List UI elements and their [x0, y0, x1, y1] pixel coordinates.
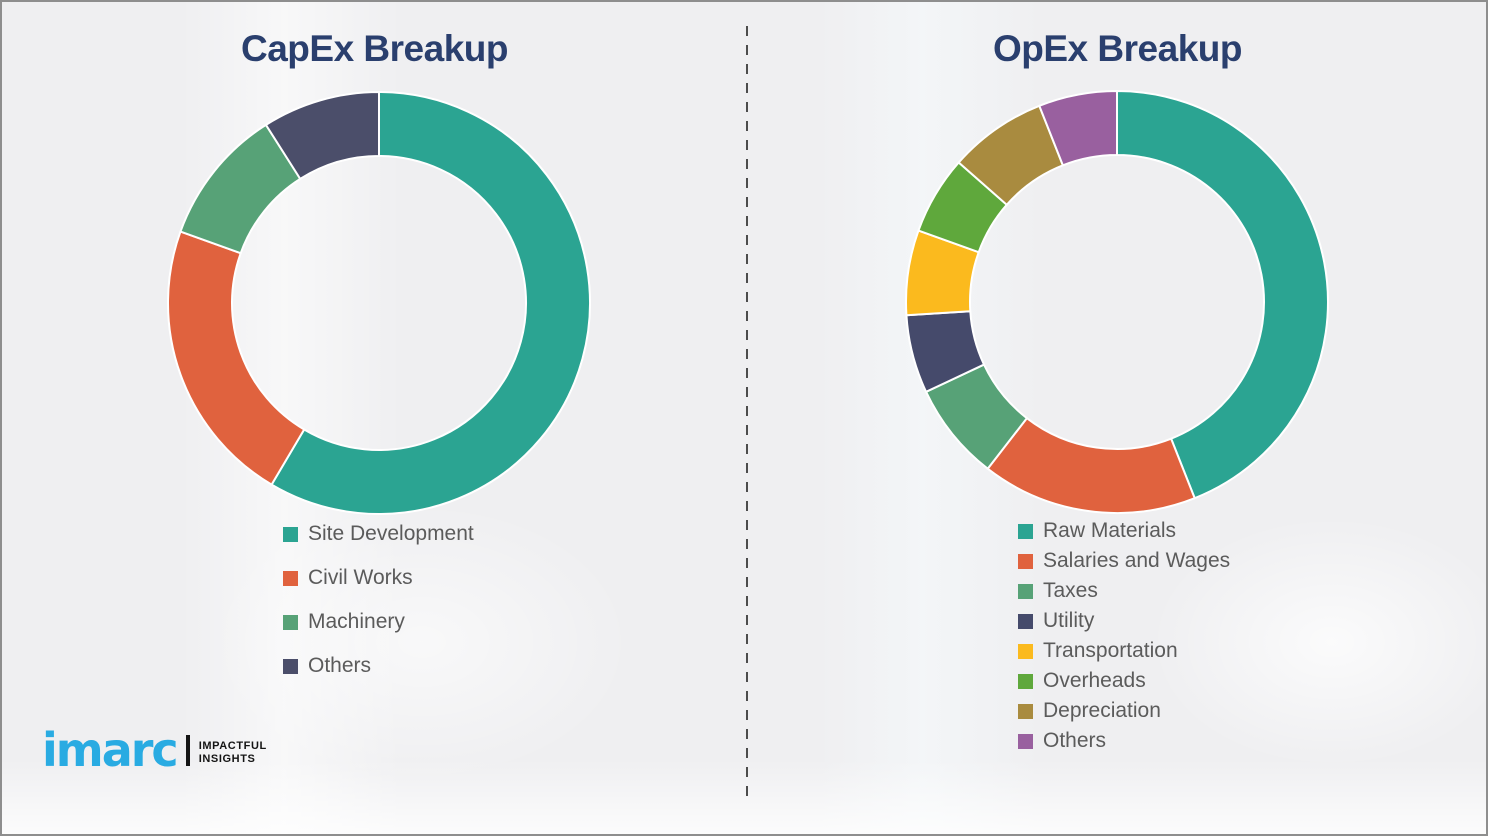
capex-chart-title: CapEx Breakup [241, 28, 509, 69]
capex-legend: Site Development Civil Works Machinery Othe… [283, 512, 474, 688]
legend-item-overheads: Overheads [1018, 666, 1230, 696]
legend-item-site-development: Site Development [283, 512, 474, 556]
legend-label: Overheads [1043, 669, 1146, 692]
legend-item-raw-materials: Raw Materials [1018, 516, 1230, 546]
donut-segment-site-development [270, 91, 591, 515]
opex-panel: OpEx Breakup Raw Materials Salaries and W… [747, 2, 1486, 834]
legend-item-others: Others [1018, 726, 1230, 756]
legend-color-swatch [1018, 613, 1033, 629]
legend-label: Salaries and Wages [1043, 549, 1231, 572]
capex-donut-chart [167, 91, 591, 515]
opex-chart-title: OpEx Breakup [993, 28, 1242, 69]
legend-label: Site Development [308, 522, 474, 545]
imarc-logo-wordmark: imarc [42, 723, 179, 777]
legend-color-swatch [1018, 733, 1033, 749]
legend-color-swatch [283, 570, 298, 586]
legend-item-depreciation: Depreciation [1018, 696, 1230, 726]
legend-color-swatch [1018, 583, 1033, 599]
legend-label: Others [308, 654, 372, 677]
tagline-line-2: INSIGHTS [198, 753, 256, 766]
legend-color-swatch [283, 614, 298, 630]
opex-legend: Raw Materials Salaries and Wages Taxes Util… [1018, 516, 1230, 756]
capex-panel: CapEx Breakup Site Development Civil Work… [2, 2, 747, 834]
legend-color-swatch [1018, 553, 1033, 569]
legend-item-taxes: Taxes [1018, 576, 1230, 606]
legend-label: Raw Materials [1043, 519, 1177, 542]
legend-item-salaries-and-wages: Salaries and Wages [1018, 546, 1230, 576]
donut-segment-others [1038, 90, 1118, 167]
donut-segment-salaries-and-wages [986, 417, 1196, 514]
legend-item-others: Others [283, 644, 474, 688]
legend-item-transportation: Transportation [1018, 636, 1230, 666]
opex-donut-chart [905, 90, 1329, 514]
tagline-line-1: IMPACTFUL [198, 739, 267, 752]
legend-item-machinery: Machinery [283, 600, 474, 644]
vertical-dashed-divider [746, 26, 748, 796]
legend-color-swatch [1018, 523, 1033, 539]
imarc-logo-tagline: IMPACTFUL INSIGHTS [199, 740, 267, 766]
logo-divider-bar [185, 735, 190, 767]
legend-color-swatch [283, 526, 298, 542]
legend-color-swatch [1018, 643, 1033, 659]
legend-color-swatch [1018, 703, 1033, 719]
legend-item-utility: Utility [1018, 606, 1230, 636]
legend-item-civil-works: Civil Works [283, 556, 474, 600]
legend-label: Taxes [1043, 579, 1098, 602]
legend-color-swatch [1018, 673, 1033, 689]
legend-label: Others [1043, 729, 1107, 752]
legend-label: Civil Works [308, 566, 413, 589]
imarc-logo: imarc IMPACTFUL INSIGHTS [42, 723, 267, 777]
donut-segment-others [264, 91, 380, 180]
donut-segment-raw-materials [1116, 90, 1329, 500]
donut-segment-civil-works [167, 230, 306, 486]
legend-label: Utility [1043, 609, 1095, 632]
legend-label: Machinery [308, 610, 405, 633]
legend-color-swatch [283, 658, 298, 674]
legend-label: Transportation [1043, 639, 1178, 662]
legend-label: Depreciation [1043, 699, 1161, 722]
